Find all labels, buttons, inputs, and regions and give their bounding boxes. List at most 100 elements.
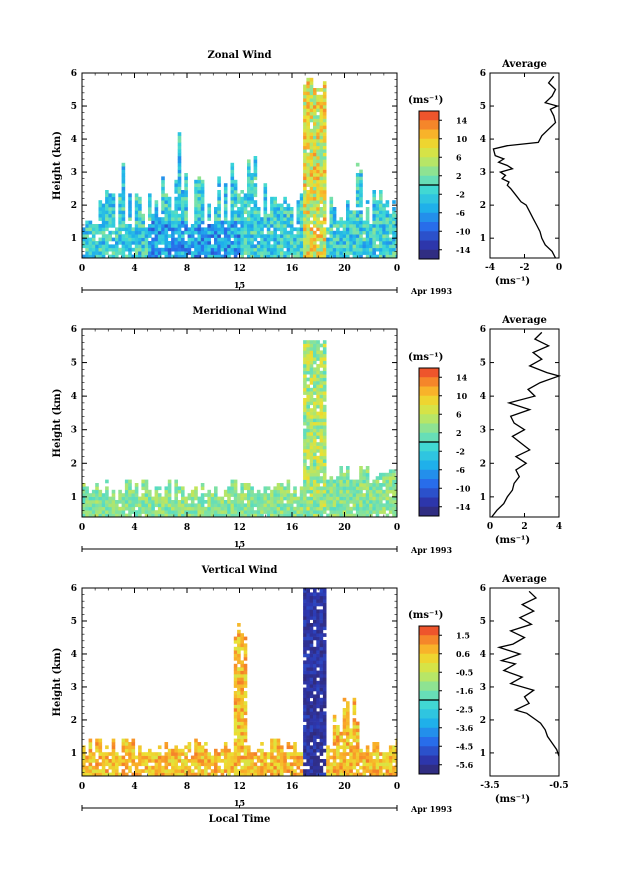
average-y-tick-label: 6	[480, 584, 486, 594]
panel-title: Zonal Wind	[207, 50, 271, 61]
colorbar-unit: (ms⁻¹)	[408, 95, 443, 106]
average-y-tick-label: 6	[480, 325, 486, 335]
colorbar: (ms⁻¹) 1.5 0.6 -0.5 -1.6 -2.5 -3.6 -4.5 -5.6	[408, 610, 474, 775]
average-x-label: (ms⁻¹)	[495, 276, 530, 287]
average-profile-panel: Average 1 2 3 4 5 6 0 2 4 (ms⁻¹)	[480, 315, 562, 546]
average-title: Average	[501, 59, 547, 70]
average-y-tick-label: 2	[480, 716, 486, 726]
colorbar-tick-label: -14	[456, 502, 471, 512]
average-profile-line	[492, 75, 560, 259]
colorbar-tick-label: 1.5	[456, 630, 470, 640]
y-axis-label: Height (km)	[52, 389, 63, 458]
colorbar-tick-label: -6	[456, 465, 465, 475]
x-tick-label: 16	[286, 782, 299, 792]
x-tick-label: 0	[79, 782, 85, 792]
date-label: Apr 1993	[410, 286, 453, 296]
average-x-label: (ms⁻¹)	[495, 794, 530, 805]
average-y-tick-label: 1	[480, 749, 486, 759]
average-y-tick-label: 5	[480, 102, 486, 112]
x-tick-label: 8	[184, 523, 190, 533]
y-tick-label: 3	[71, 426, 77, 436]
x-tick-label: 20	[338, 523, 351, 533]
average-x-tick-label: -0.5	[549, 781, 568, 791]
average-x-tick-label: 4	[556, 522, 562, 532]
colorbar-tick-label: -6	[456, 208, 465, 218]
average-y-tick-label: 2	[480, 459, 486, 469]
average-y-tick-label: 4	[480, 392, 486, 402]
y-tick-label: 5	[71, 359, 77, 369]
y-tick-label: 4	[71, 650, 77, 660]
y-tick-label: 2	[71, 201, 77, 211]
x-tick-label: 4	[131, 264, 137, 274]
y-tick-label: 1	[71, 234, 77, 244]
average-y-tick-label: 6	[480, 69, 486, 79]
colorbar-tick-label: 0.6	[456, 649, 470, 659]
colorbar-tick-label: -10	[456, 483, 471, 493]
heatmap-field	[82, 340, 397, 517]
x-tick-label: 20	[338, 264, 351, 274]
average-x-label: (ms⁻¹)	[495, 535, 530, 546]
colorbar-tick-label: -4.5	[456, 741, 473, 751]
average-title: Average	[501, 315, 547, 326]
x-tick-label: 0	[394, 782, 400, 792]
y-tick-label: 5	[71, 617, 77, 627]
colorbar-tick-label: -10	[456, 226, 471, 236]
average-x-tick-label: 2	[521, 522, 527, 532]
y-tick-label: 1	[71, 493, 77, 503]
x-tick-label: 0	[394, 523, 400, 533]
average-y-tick-label: 1	[480, 493, 486, 503]
colorbar-tick-label: -2	[456, 189, 465, 199]
colorbar-tick-label: -5.6	[456, 760, 474, 770]
colorbar-tick-label: -1.6	[456, 686, 474, 696]
x-tick-label: 12	[233, 782, 246, 792]
x-tick-label: 8	[184, 782, 190, 792]
y-tick-label: 3	[71, 683, 77, 693]
x-tick-label: 16	[286, 523, 299, 533]
y-tick-label: 3	[71, 168, 77, 178]
average-profile-panel: Average 1 2 3 4 5 6 -4 -2 0 (ms⁻¹)	[480, 59, 562, 287]
y-tick-label: 2	[71, 459, 77, 469]
date-tick-label: 15	[234, 798, 245, 808]
x-tick-label: 4	[131, 782, 137, 792]
average-y-tick-label: 3	[480, 168, 486, 178]
average-y-tick-label: 4	[480, 135, 486, 145]
average-y-tick-label: 5	[480, 359, 486, 369]
colorbar: (ms⁻¹) 14 10 6 2 -2 -6 -10 -14	[408, 352, 471, 517]
average-y-tick-label: 3	[480, 426, 486, 436]
average-y-tick-label: 1	[480, 234, 486, 244]
colorbar-tick-label: -2	[456, 446, 465, 456]
panel-title: Vertical Wind	[201, 565, 278, 576]
colorbar-unit: (ms⁻¹)	[408, 352, 443, 363]
colorbar-tick-label: 2	[456, 428, 462, 438]
colorbar-tick-label: 2	[456, 171, 462, 181]
average-y-tick-label: 2	[480, 201, 486, 211]
y-tick-label: 6	[71, 325, 77, 335]
panel-title: Meridional Wind	[192, 306, 286, 317]
average-x-tick-label: -2	[520, 263, 530, 273]
colorbar-tick-label: -3.6	[456, 723, 474, 733]
x-tick-label: 4	[131, 523, 137, 533]
x-axis-label: Local Time	[209, 814, 271, 825]
date-label: Apr 1993	[410, 804, 453, 814]
heatmap-field	[82, 588, 397, 776]
average-profile-panel: Average 1 2 3 4 5 6 -3.5 -0.5 (ms⁻¹)	[480, 574, 569, 805]
average-x-tick-label: -4	[485, 263, 495, 273]
colorbar-tick-label: -2.5	[456, 704, 473, 714]
average-x-tick-label: -3.5	[480, 781, 499, 791]
colorbar-tick-label: -14	[456, 245, 471, 255]
date-tick-label: 15	[234, 280, 245, 290]
x-tick-label: 0	[79, 264, 85, 274]
x-tick-label: 8	[184, 264, 190, 274]
average-y-tick-label: 4	[480, 650, 486, 660]
x-tick-label: 12	[233, 264, 246, 274]
colorbar-unit: (ms⁻¹)	[408, 610, 443, 621]
x-tick-label: 16	[286, 264, 299, 274]
date-tick-label: 15	[234, 539, 245, 549]
average-y-tick-label: 5	[480, 617, 486, 627]
colorbar: (ms⁻¹) 14 10 6 2 -2 -6 -10 -14	[408, 95, 471, 260]
average-x-tick-label: 0	[487, 522, 493, 532]
average-profile-line	[491, 331, 562, 518]
